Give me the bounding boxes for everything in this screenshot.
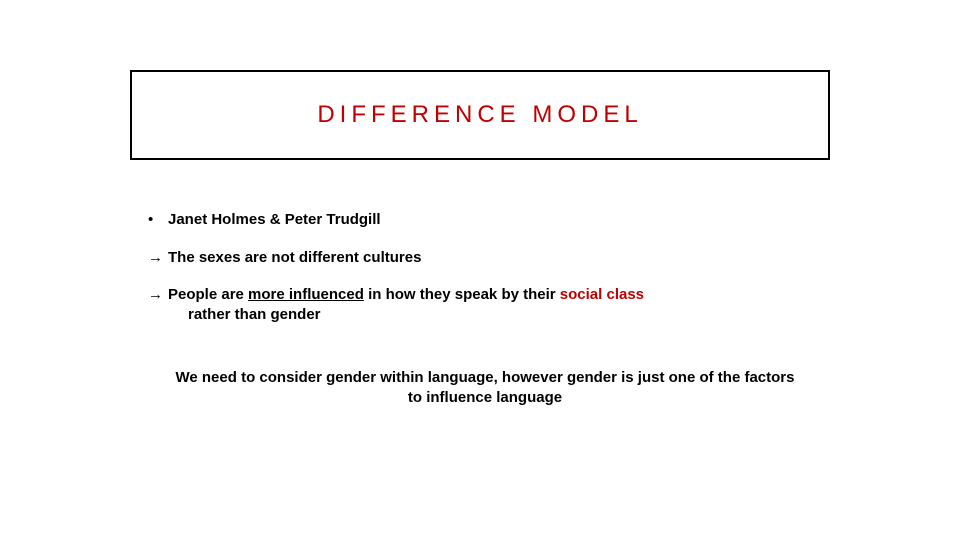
bullet-item-3: → People are more influenced in how they… bbox=[148, 285, 818, 324]
bullet-2-text: The sexes are not different cultures bbox=[168, 248, 818, 268]
dot-icon: • bbox=[148, 210, 168, 230]
summary-text: We need to consider gender within langua… bbox=[175, 368, 795, 409]
b3-post: rather than gender bbox=[188, 305, 818, 325]
arrow-icon: → bbox=[148, 285, 168, 305]
content-area: • Janet Holmes & Peter Trudgill → The se… bbox=[148, 210, 818, 342]
bullet-3-text: People are more influenced in how they s… bbox=[168, 285, 818, 324]
title-box: DIFFERENCE MODEL bbox=[130, 70, 830, 160]
b3-underline: more influenced bbox=[248, 286, 364, 303]
b3-pre: People are bbox=[168, 286, 248, 303]
bullet-item-1: • Janet Holmes & Peter Trudgill bbox=[148, 210, 818, 230]
bullet-1-text: Janet Holmes & Peter Trudgill bbox=[168, 210, 818, 230]
b3-mid: in how they speak by their bbox=[364, 286, 560, 303]
bullet-item-2: → The sexes are not different cultures bbox=[148, 248, 818, 268]
arrow-icon: → bbox=[148, 248, 168, 268]
b3-red: social class bbox=[560, 286, 644, 303]
slide-title: DIFFERENCE MODEL bbox=[317, 101, 642, 129]
